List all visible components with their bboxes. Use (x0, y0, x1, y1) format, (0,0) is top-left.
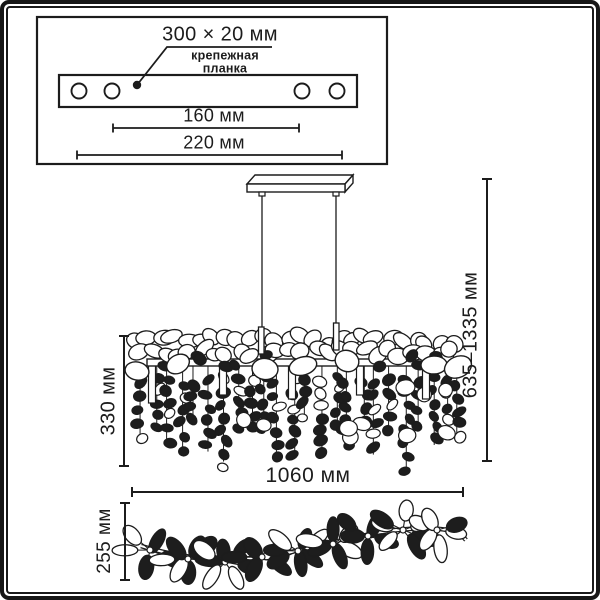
canopy-top-face (245, 174, 355, 185)
mounting-plate-panel-drawing (35, 15, 389, 166)
canopy-foot (258, 191, 266, 197)
dimension-line-220 (76, 150, 343, 160)
plate-name-line1: крепежная (191, 48, 259, 63)
chandelier-side-view-drawing (124, 326, 473, 476)
body-height-label: 330 мм (97, 366, 120, 436)
dimension-line-1060 (131, 487, 464, 497)
dimension-line-330 (119, 335, 129, 467)
dimension-line-635-1335 (482, 178, 492, 462)
plate-size-label: 300 × 20 мм (162, 23, 278, 46)
screw-hole (293, 82, 311, 100)
suspension-height-label: 635–1335 мм (459, 271, 482, 399)
fixture-width-label: 1060 мм (265, 464, 351, 487)
canopy-foot (332, 191, 340, 197)
canopy-front-face (246, 183, 346, 193)
holes-distance-label: 160 мм (183, 105, 245, 126)
screw-hole (328, 82, 346, 100)
mounting-plate-outline (57, 73, 359, 109)
hang-tube (257, 326, 265, 355)
hang-tube (332, 322, 340, 351)
chandelier-top-view-drawing (111, 499, 468, 590)
fixture-depth-label: 255 мм (94, 508, 115, 574)
plate-length-label: 220 мм (183, 132, 245, 153)
dimension-lines (119, 178, 492, 581)
callout-dot (132, 80, 142, 90)
dimension-line-160 (112, 123, 300, 133)
canopy-drawing (245, 173, 355, 355)
callout-line (136, 46, 272, 86)
dimension-line-255 (120, 502, 130, 581)
screw-hole (70, 82, 88, 100)
screw-hole (103, 82, 121, 100)
plate-name-line2: планка (202, 61, 248, 76)
